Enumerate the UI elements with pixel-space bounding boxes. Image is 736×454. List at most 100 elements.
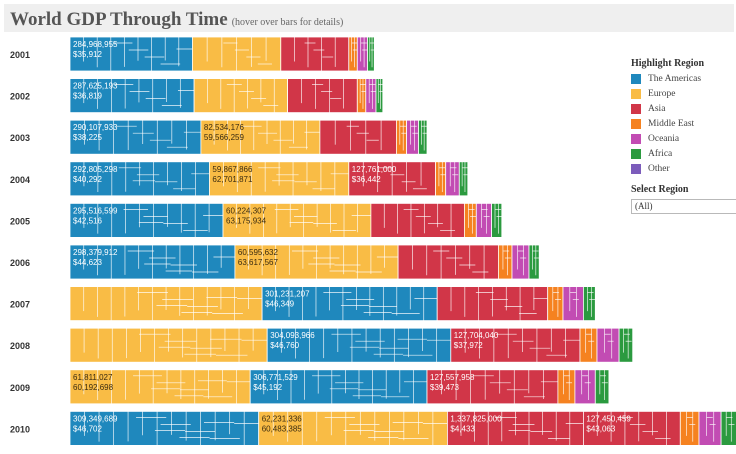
segment-rect[interactable] [594,369,610,405]
bar-segment[interactable]: 127,704,040$37,972 [450,327,581,363]
segment-rect[interactable] [458,161,469,197]
legend-item[interactable]: Oceania [631,131,735,146]
bar-segment[interactable] [463,202,477,238]
bar-segment[interactable]: 290,107,933$38,225 [69,119,202,155]
segment-rect[interactable] [475,202,492,238]
segment-rect[interactable] [280,36,350,72]
bar-segment[interactable] [528,244,540,280]
bar-segment[interactable] [497,244,513,280]
bar-segment[interactable] [491,202,503,238]
bar-segment[interactable] [583,286,596,322]
bar-segment[interactable] [356,78,367,113]
segment-rect[interactable] [397,244,499,280]
bar-segment[interactable]: 127,761,000$36,442 [348,161,436,197]
segment-rect[interactable] [395,119,407,155]
bar-segment[interactable] [319,119,397,155]
segment-rect[interactable] [356,36,368,72]
legend-item[interactable]: Europe [631,86,735,101]
bar-segment[interactable] [562,286,584,322]
segment-rect[interactable] [418,119,428,155]
segment-rect[interactable] [557,369,576,405]
bar-segment[interactable] [287,78,358,113]
bar-segment[interactable] [395,119,407,155]
bar-segment[interactable] [574,369,596,405]
bar-segment[interactable] [618,327,634,363]
bar-segment[interactable] [557,369,576,405]
region-filter-dropdown[interactable]: (All) [631,199,736,214]
bar-segment[interactable] [193,78,289,113]
bar-segment[interactable]: 309,349,689$46,702 [69,410,260,446]
bar-segment[interactable]: 306,771,529$45,192 [249,369,428,405]
bar-segment[interactable]: 295,516,599$42,516 [69,202,224,238]
bar-segment[interactable]: 127,557,958$39,473 [426,369,559,405]
bar-segment[interactable] [720,410,736,446]
segment-rect[interactable] [579,327,598,363]
segment-rect[interactable] [406,119,419,155]
bar-segment[interactable] [191,36,282,72]
bar-segment[interactable]: 292,805,298$40,292 [69,161,210,197]
bar-segment[interactable]: 1,337,825,000$4,433 [446,410,584,446]
bar-segment[interactable] [475,202,492,238]
bar-segment[interactable] [436,286,549,322]
bar-segment[interactable] [356,36,368,72]
bar-segment[interactable] [596,327,620,363]
bar-segment[interactable] [406,119,419,155]
segment-rect[interactable] [618,327,634,363]
bar-segment[interactable] [445,161,460,197]
bar-segment[interactable] [547,286,564,322]
segment-rect[interactable] [698,410,722,446]
segment-rect[interactable] [370,202,465,238]
segment-rect[interactable] [528,244,540,280]
bar-segment[interactable] [679,410,700,446]
segment-rect[interactable] [365,78,377,113]
legend-item[interactable]: Other [631,161,735,176]
bar-segment[interactable]: 127,450,459$43,063 [583,410,681,446]
bar-segment[interactable]: 304,093,966$46,760 [266,327,452,363]
segment-rect[interactable] [463,202,477,238]
bar-segment[interactable] [458,161,469,197]
bar-segment[interactable] [594,369,610,405]
legend-item[interactable]: Asia [631,101,735,116]
bar-segment[interactable] [69,327,268,363]
segment-rect[interactable] [596,327,620,363]
bar-segment[interactable] [418,119,428,155]
segment-rect[interactable] [348,36,358,72]
bar-segment[interactable]: 284,968,955$35,912 [69,36,193,72]
bar-segment[interactable] [435,161,447,197]
segment-rect[interactable] [574,369,596,405]
segment-rect[interactable] [547,286,564,322]
segment-rect[interactable] [193,78,289,113]
bar-segment[interactable] [375,78,384,113]
bar-segment[interactable] [348,36,358,72]
bar-segment[interactable] [367,36,375,72]
bar-segment[interactable] [365,78,377,113]
segment-rect[interactable] [491,202,503,238]
segment-rect[interactable] [367,36,375,72]
segment-rect[interactable] [562,286,584,322]
bar-segment[interactable] [370,202,465,238]
bar-segment[interactable] [280,36,350,72]
bar-segment[interactable] [698,410,722,446]
bar-segment[interactable]: 301,231,207$46,349 [261,286,438,322]
segment-rect[interactable] [511,244,530,280]
segment-rect[interactable] [356,78,367,113]
segment-rect[interactable] [583,286,596,322]
bar-segment[interactable] [511,244,530,280]
bar-segment[interactable] [397,244,499,280]
bar-segment[interactable] [579,327,598,363]
segment-rect[interactable] [679,410,700,446]
segment-rect[interactable] [435,161,447,197]
bar-segment[interactable]: 287,625,193$36,819 [69,78,195,113]
segment-rect[interactable] [445,161,460,197]
segment-rect[interactable] [287,78,358,113]
legend-item[interactable]: Africa [631,146,735,161]
bar-segment[interactable]: 298,379,912$44,623 [69,244,236,280]
segment-rect[interactable] [319,119,397,155]
legend-item[interactable]: The Americas [631,71,735,86]
segment-rect[interactable] [375,78,384,113]
